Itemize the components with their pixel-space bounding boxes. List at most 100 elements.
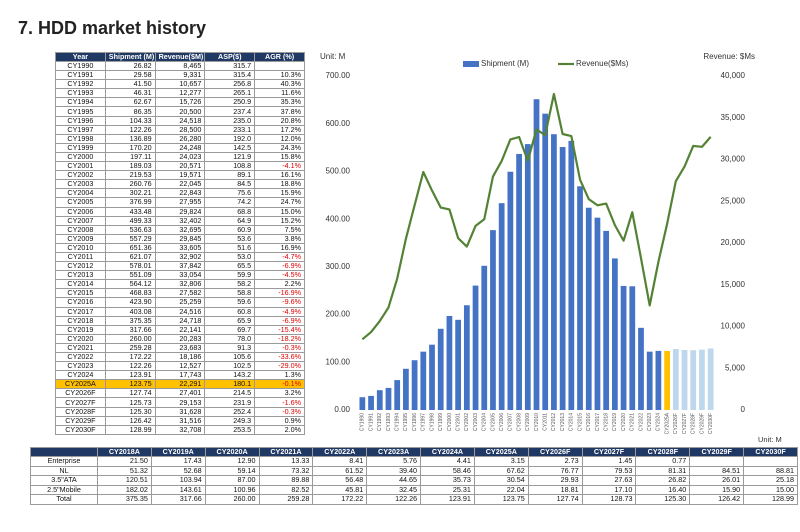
table-row: CY2024 123.91 17,743 143.2 1.3% bbox=[55, 370, 305, 381]
x-tick-label: CY2003 bbox=[473, 413, 479, 431]
table-row: Enterprise 21.50 17.43 12.90 13.33 8.41 5.76 4.… bbox=[30, 456, 798, 467]
table-cell: 376.99 bbox=[104, 197, 156, 208]
bar bbox=[603, 230, 610, 410]
table-cell: 24,516 bbox=[154, 306, 206, 317]
table-cell: 74.2 bbox=[204, 197, 256, 208]
table-cell: 15.8% bbox=[254, 151, 305, 163]
table-cell: 81.31 bbox=[635, 465, 691, 476]
table-row: CY2008 536.63 32,695 60.9 7.5% bbox=[55, 224, 305, 235]
table-cell: CY1997 bbox=[55, 124, 106, 135]
x-tick-label: CY2030F bbox=[708, 413, 714, 434]
x-tick-label: CY2009 bbox=[525, 413, 531, 431]
table-cell: CY2028F bbox=[55, 406, 106, 417]
bar bbox=[681, 350, 688, 410]
table-row: CY2019 317.66 22,141 69.7 -15.4% bbox=[55, 324, 305, 335]
table-cell: -16.9% bbox=[254, 288, 305, 299]
table-cell: -6.9% bbox=[254, 315, 305, 326]
bar bbox=[664, 350, 670, 410]
line bbox=[361, 92, 712, 341]
table-cell: 37.8% bbox=[254, 106, 305, 117]
x-tick-label: CY2008 bbox=[516, 413, 522, 431]
table-cell: 136.89 bbox=[104, 133, 156, 144]
row-label: 3.5"ATA bbox=[30, 475, 98, 486]
table-cell: 249.3 bbox=[204, 415, 256, 426]
table-cell: CY2008 bbox=[55, 224, 106, 235]
bar bbox=[594, 217, 601, 410]
table-row: CY2022 172.22 18,186 105.6 -33.6% bbox=[55, 351, 305, 363]
table-row: CY2020 260.00 20,283 78.0 -18.2% bbox=[55, 333, 305, 344]
column-header: CY2020A bbox=[204, 447, 260, 457]
table-cell: 197.11 bbox=[104, 151, 156, 163]
table-cell: 39.40 bbox=[366, 465, 422, 476]
x-tick-label: CY1990 bbox=[360, 413, 366, 431]
table-cell: 3.2% bbox=[254, 388, 305, 399]
table-cell: 69.7 bbox=[204, 324, 256, 335]
table-row: CY2021 259.28 23,683 91.3 -0.3% bbox=[55, 342, 305, 354]
table-cell: CY2017 bbox=[55, 306, 106, 317]
bar bbox=[463, 305, 470, 410]
y-tick-label: 200.00 bbox=[326, 310, 351, 319]
table-cell: 24,248 bbox=[154, 142, 206, 153]
table-cell: 56.48 bbox=[312, 475, 368, 486]
table-cell: 125.30 bbox=[104, 406, 156, 417]
table-row: CY2001 189.03 20,571 108.8 -4.1% bbox=[55, 161, 305, 172]
x-tick-label: CY2019 bbox=[612, 413, 618, 431]
table-row: CY2004 302.21 22,843 75.6 15.9% bbox=[55, 188, 305, 199]
table-cell: 10.3% bbox=[254, 70, 305, 81]
bar bbox=[481, 265, 488, 410]
x-tick-label: CY2021 bbox=[630, 413, 636, 431]
table-cell: 22,045 bbox=[154, 179, 206, 190]
y2-tick-label: 20,000 bbox=[721, 238, 746, 247]
table-cell: 79.53 bbox=[581, 465, 637, 476]
table-cell bbox=[254, 60, 305, 72]
x-tick-label: CY2011 bbox=[543, 413, 549, 431]
y-tick-label: 600.00 bbox=[326, 119, 351, 128]
x-tick-label: CY2007 bbox=[508, 413, 514, 431]
table-row: CY2018 375.35 24,718 65.9 -6.9% bbox=[55, 315, 305, 326]
table-cell: 15.9% bbox=[254, 188, 305, 199]
column-header: CY2026F bbox=[527, 447, 583, 457]
column-header: CY2024A bbox=[420, 447, 475, 457]
table-row: CY2010 651.36 33,605 51.6 16.9% bbox=[55, 242, 305, 253]
table-cell: 73.32 bbox=[258, 465, 314, 476]
bar bbox=[646, 351, 653, 410]
table-row: CY2006 433.48 29,824 68.8 15.0% bbox=[55, 206, 305, 217]
table-cell: 16.1% bbox=[254, 170, 305, 181]
table-cell: 468.83 bbox=[104, 288, 156, 299]
table-cell: CY2026F bbox=[55, 388, 106, 399]
table-cell: 317.66 bbox=[104, 324, 156, 335]
column-header: Year bbox=[55, 52, 106, 62]
table-cell: 46.31 bbox=[104, 88, 156, 99]
table-cell: -0.3% bbox=[254, 342, 305, 354]
table-cell: CY1994 bbox=[55, 97, 106, 108]
table-cell: 27.63 bbox=[581, 475, 637, 486]
table-cell: CY2025A bbox=[55, 379, 106, 390]
header-row: Year Shipment (M) Revenue($M) ASP($) AGR (%) bbox=[55, 52, 305, 62]
x-tick-label: CY2012 bbox=[551, 413, 557, 431]
y2-tick-label: 40,000 bbox=[721, 71, 746, 80]
bar bbox=[524, 144, 531, 410]
table-row: CY1991 29.58 9,331 315.4 10.3% bbox=[55, 70, 305, 81]
table-cell: CY2019 bbox=[55, 324, 106, 335]
table-cell: 65.5 bbox=[204, 261, 256, 272]
y2-tick-label: 25,000 bbox=[721, 196, 746, 205]
legend-label: Revenue($Ms) bbox=[576, 59, 629, 68]
x-tick-label: CY2024 bbox=[656, 413, 662, 431]
table-cell: 24,023 bbox=[154, 151, 206, 163]
table-cell: 51.32 bbox=[97, 465, 152, 476]
table-cell: 126.42 bbox=[689, 494, 745, 505]
table-cell: 180.1 bbox=[204, 379, 256, 390]
bar bbox=[568, 140, 575, 410]
table-cell: CY2015 bbox=[55, 288, 106, 299]
table-cell: 259.28 bbox=[104, 342, 156, 354]
x-tick-label: CY2005 bbox=[490, 413, 496, 431]
table-cell: 22,141 bbox=[154, 324, 206, 335]
column-header: AGR (%) bbox=[254, 52, 305, 62]
table-cell: 33,605 bbox=[154, 242, 206, 253]
x-tick-label: CY2025A bbox=[664, 412, 670, 434]
y2-tick-label: 10,000 bbox=[721, 322, 746, 331]
table-cell: 3.8% bbox=[254, 233, 305, 244]
y-tick-label: 400.00 bbox=[326, 214, 351, 223]
table-cell: 315.7 bbox=[204, 60, 256, 72]
